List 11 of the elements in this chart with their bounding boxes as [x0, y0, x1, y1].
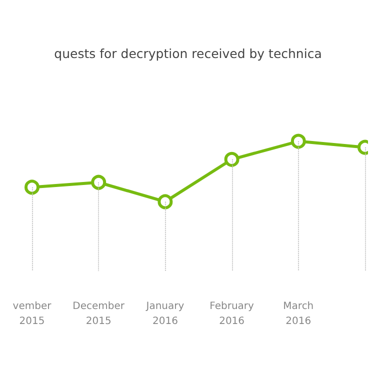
point: [158, 194, 173, 210]
x-tick-label: vember 2015: [12, 301, 52, 327]
x-tick-label: December 2015: [72, 301, 126, 327]
point: [290, 134, 306, 149]
chart-title: quests for decryption received by technica: [54, 46, 322, 61]
point: [224, 152, 240, 167]
x-tick-label: March 2016: [283, 301, 314, 327]
x-tick-label: January 2016: [145, 301, 184, 327]
point: [24, 180, 40, 195]
point: [91, 174, 106, 190]
x-tick-label: February 2016: [210, 301, 254, 327]
